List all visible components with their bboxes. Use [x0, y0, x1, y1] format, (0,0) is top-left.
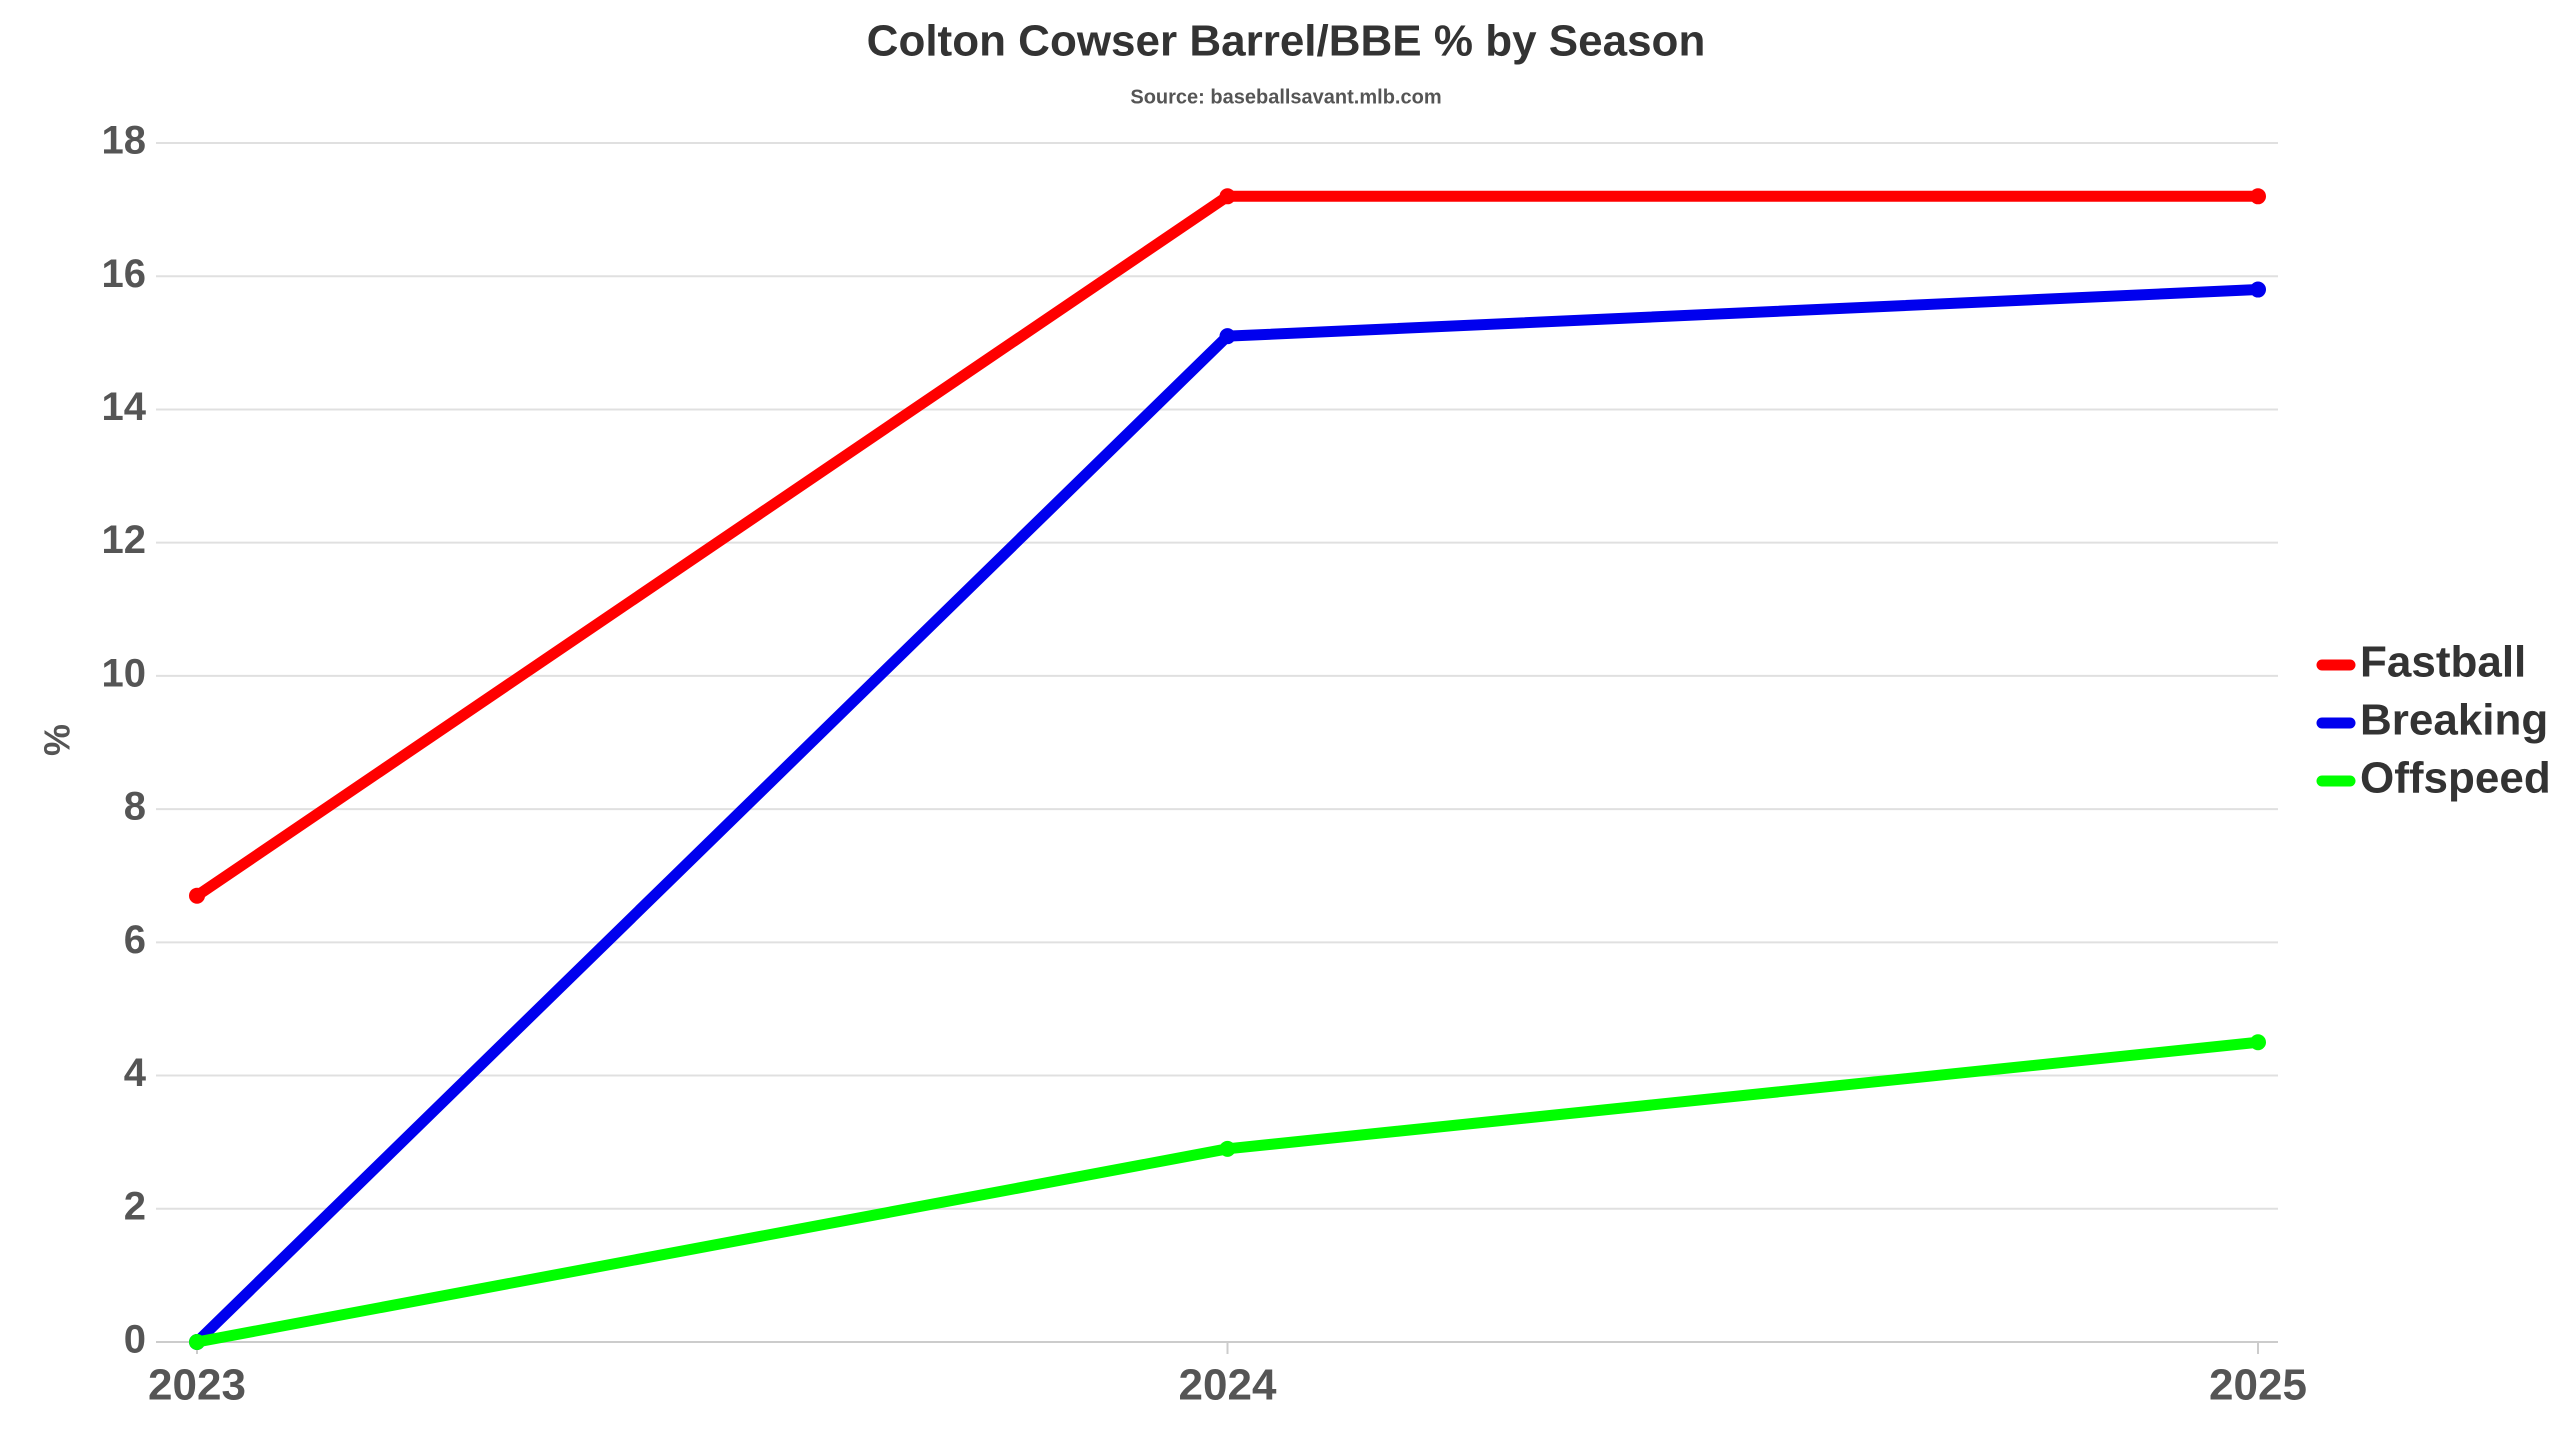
point	[1219, 328, 1236, 345]
series-line	[195, 1036, 2259, 1348]
y-tick-label: 4	[124, 1051, 147, 1095]
series-line	[193, 284, 2259, 1346]
point	[2250, 1034, 2266, 1051]
y-tick-label: 6	[124, 918, 146, 962]
chart-title: Colton Cowser Barrel/BBE % by Season	[867, 17, 1706, 66]
x-tick-label: 2025	[2209, 1361, 2307, 1410]
legend-label: Breaking	[2360, 696, 2548, 745]
point	[2250, 188, 2266, 205]
legend-label: Fastball	[2360, 638, 2526, 687]
point	[1219, 1140, 1236, 1157]
y-tick-label: 8	[124, 785, 146, 829]
chart-subtitle: Source: baseballsavant.mlb.com	[1130, 86, 1441, 108]
point	[189, 1334, 205, 1350]
y-tick-label: 18	[102, 119, 147, 163]
y-tick-label: 12	[102, 518, 147, 562]
point	[2250, 281, 2266, 298]
y-tick-label: 0	[124, 1318, 146, 1362]
point	[189, 887, 205, 904]
y-tick-label: 10	[102, 651, 147, 695]
x-tick-label: 2024	[1179, 1361, 1277, 1410]
legend-label: Offspeed	[2360, 754, 2551, 803]
point	[1219, 188, 1236, 205]
y-tick-label: 16	[102, 252, 147, 296]
y-tick-label: 2	[124, 1184, 146, 1228]
y-axis-label: %	[37, 724, 78, 756]
x-tick-label: 2023	[148, 1361, 246, 1410]
y-tick-label: 14	[102, 385, 147, 429]
